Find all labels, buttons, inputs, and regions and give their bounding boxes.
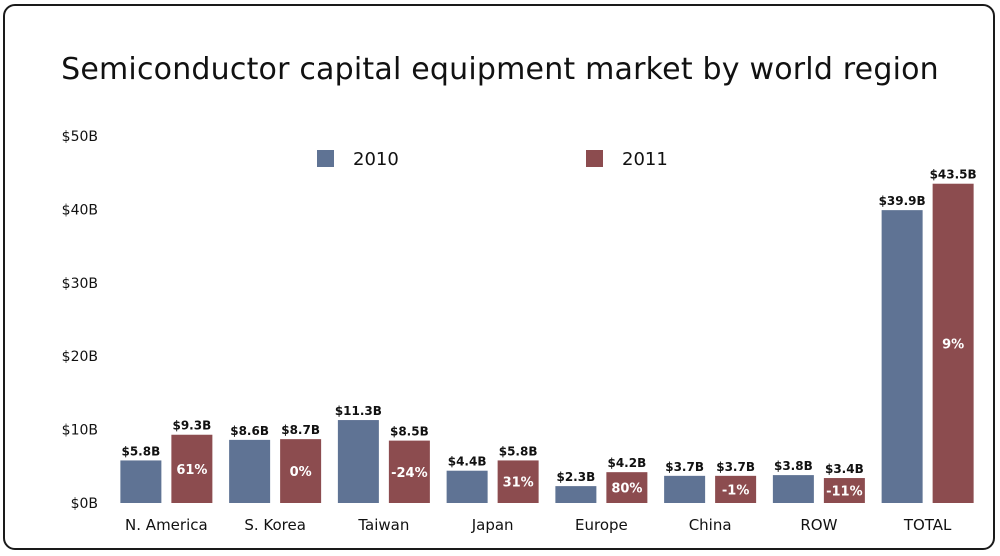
bar-2011 (171, 434, 213, 503)
category-label: S. Korea (244, 516, 306, 534)
growth-label: -1% (722, 483, 749, 498)
bar-value-label: $8.6B (230, 424, 269, 438)
bar-value-label: $11.3B (335, 404, 382, 418)
bar-2011 (823, 478, 865, 503)
legend-label: 2011 (622, 149, 668, 170)
growth-label: -11% (826, 485, 863, 500)
growth-label: -24% (391, 466, 428, 481)
bar-value-label: $4.2B (607, 456, 646, 470)
legend-swatch (317, 150, 334, 167)
growth-label: 61% (176, 463, 207, 478)
bar-2010 (120, 460, 162, 503)
growth-label: 0% (290, 465, 312, 480)
bar-value-label: $39.9B (879, 194, 926, 208)
bar-value-label: $3.7B (716, 460, 755, 474)
bar-2011 (280, 439, 322, 503)
chart-frame (3, 4, 995, 550)
category-label: China (689, 516, 732, 534)
bar-2010 (664, 475, 706, 503)
bar-2011 (606, 472, 648, 503)
category-label: TOTAL (903, 516, 952, 534)
category-label: N. America (125, 516, 208, 534)
bar-2011 (715, 475, 757, 503)
y-tick-label: $40B (62, 202, 98, 218)
growth-label: 80% (611, 482, 642, 497)
bar-value-label: $5.8B (499, 444, 538, 458)
bar-value-label: $8.5B (390, 425, 429, 439)
category-label: Japan (471, 516, 514, 534)
bar-2010 (337, 420, 379, 503)
y-tick-label: $10B (62, 423, 98, 439)
legend-swatch (586, 150, 603, 167)
bar-value-label: $3.8B (774, 459, 813, 473)
bar-value-label: $5.8B (121, 444, 160, 458)
bar-value-label: $43.5B (930, 168, 977, 182)
growth-label: 9% (942, 337, 964, 352)
bar-value-label: $8.7B (281, 423, 320, 437)
bar-2010 (446, 470, 488, 503)
category-label: ROW (800, 516, 837, 534)
y-tick-label: $20B (62, 349, 98, 365)
category-label: Taiwan (357, 516, 409, 534)
y-tick-label: $30B (62, 276, 98, 292)
legend-label: 2010 (353, 149, 399, 170)
bar-value-label: $2.3B (556, 470, 595, 484)
bar-value-label: $3.7B (665, 460, 704, 474)
bar-2011 (932, 183, 974, 503)
y-tick-label: $0B (71, 496, 98, 512)
bar-2011 (497, 460, 539, 503)
category-label: Europe (575, 516, 628, 534)
bar-value-label: $4.4B (448, 455, 487, 469)
growth-label: 31% (503, 476, 534, 491)
y-tick-label: $50B (62, 129, 98, 145)
bar-2010 (772, 475, 814, 503)
bar-2010 (881, 210, 923, 503)
bar-value-label: $9.3B (172, 419, 211, 433)
bar-2010 (555, 486, 597, 503)
chart-title: Semiconductor capital equipment market b… (61, 52, 939, 87)
bar-value-label: $3.4B (825, 462, 864, 476)
bar-2011 (388, 440, 430, 503)
bar-2010 (229, 439, 271, 503)
